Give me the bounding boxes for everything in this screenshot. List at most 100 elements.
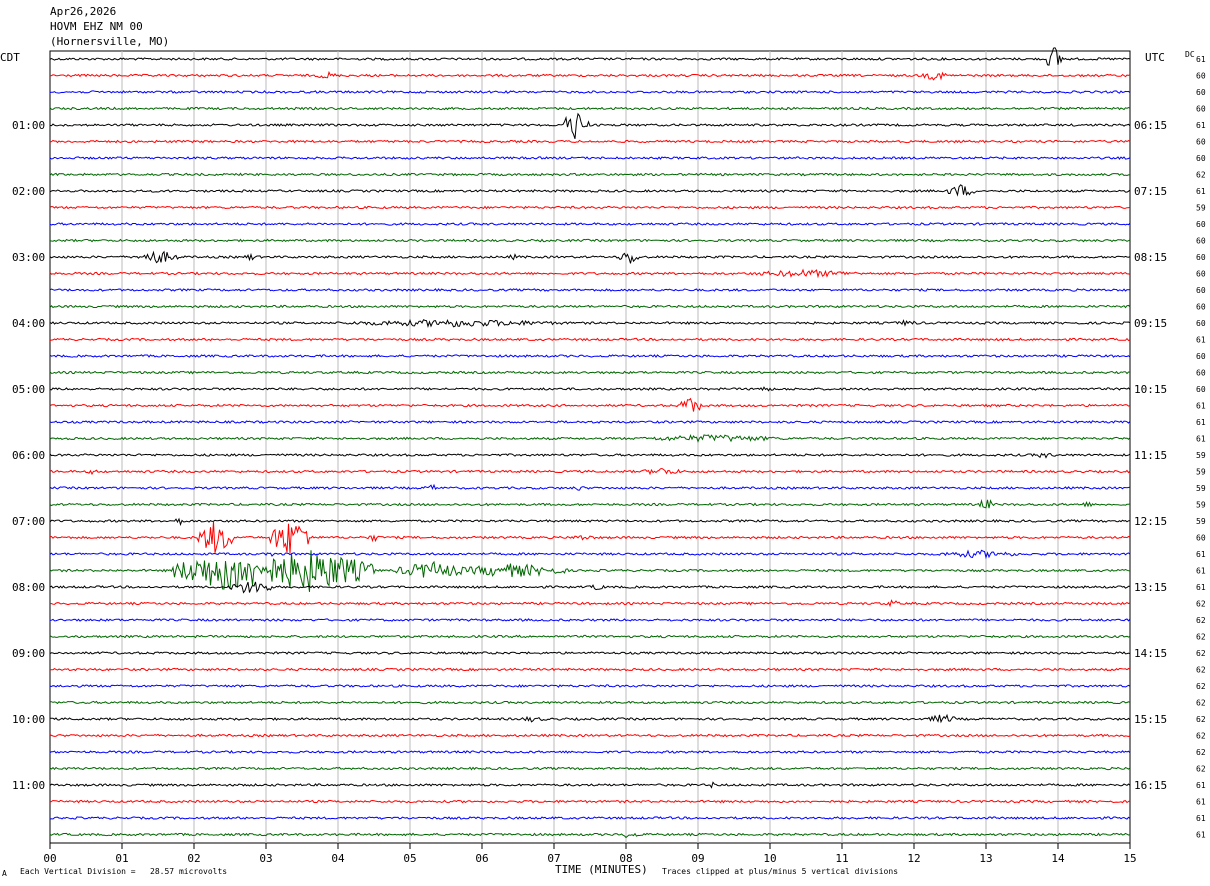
dc-value: 60: [1196, 385, 1206, 394]
x-tick-label: 15: [1123, 852, 1136, 865]
trace-line-39: [49, 700, 1131, 705]
dc-value: 60: [1196, 138, 1206, 147]
dc-value: 61: [1196, 55, 1206, 64]
right-hour-label: 15:15: [1134, 713, 1167, 726]
dc-value: 60: [1196, 220, 1206, 229]
dc-value: 61: [1196, 402, 1206, 411]
right-hour-label: 09:15: [1134, 317, 1167, 330]
trace-line-44: [49, 781, 1131, 789]
x-tick-label: 06: [475, 852, 488, 865]
dc-value: 60: [1196, 319, 1206, 328]
right-timezone-label: UTC: [1145, 51, 1165, 64]
x-tick-label: 13: [979, 852, 992, 865]
x-tick-label: 04: [331, 852, 345, 865]
x-tick-label: 09: [691, 852, 704, 865]
trace-line-14: [49, 288, 1131, 292]
dc-value: 60: [1196, 105, 1206, 114]
x-tick-label: 00: [43, 852, 56, 865]
dc-value: 62: [1196, 699, 1206, 708]
dc-value: 61: [1196, 831, 1206, 840]
left-hour-label: 02:00: [12, 185, 45, 198]
right-hour-label: 16:15: [1134, 779, 1167, 792]
dc-value: 61: [1196, 550, 1206, 559]
trace-line-34: [49, 618, 1131, 622]
dc-value: 60: [1196, 253, 1206, 262]
dc-value: 61: [1196, 121, 1206, 130]
dc-value: 60: [1196, 72, 1206, 81]
trace-line-6: [49, 156, 1131, 160]
left-hour-label: 07:00: [12, 515, 45, 528]
left-hour-label: 04:00: [12, 317, 45, 330]
dc-value: 62: [1196, 682, 1206, 691]
dc-value: 59: [1196, 501, 1206, 510]
dc-value: 62: [1196, 649, 1206, 658]
dc-value: 62: [1196, 748, 1206, 757]
x-axis-title: TIME (MINUTES): [555, 863, 648, 876]
left-hour-label: 09:00: [12, 647, 45, 660]
dc-value: 62: [1196, 715, 1206, 724]
dc-value: 60: [1196, 237, 1206, 246]
dc-value: 62: [1196, 765, 1206, 774]
trace-line-18: [49, 354, 1131, 358]
left-hour-label: 01:00: [12, 119, 45, 132]
x-tick-label: 14: [1051, 852, 1065, 865]
trace-line-21: [49, 397, 1131, 412]
dc-value: 61: [1196, 798, 1206, 807]
trace-line-32: [49, 581, 1130, 594]
dc-value: 62: [1196, 171, 1206, 180]
x-tick-label: 02: [187, 852, 200, 865]
right-hour-label: 06:15: [1134, 119, 1167, 132]
trace-line-25: [49, 467, 1131, 476]
dc-value: 61: [1196, 187, 1206, 196]
dc-header-label: DC: [1185, 50, 1195, 59]
dc-value: 61: [1196, 567, 1206, 576]
right-hour-label: 07:15: [1134, 185, 1167, 198]
x-tick-label: 01: [115, 852, 128, 865]
trace-line-12: [49, 250, 1131, 264]
trace-line-4: [49, 112, 1131, 139]
dc-value: 62: [1196, 633, 1206, 642]
left-hour-label: 11:00: [12, 779, 45, 792]
trace-line-26: [49, 483, 1131, 491]
right-hour-label: 12:15: [1134, 515, 1167, 528]
x-tick-label: 03: [259, 852, 272, 865]
left-hour-label: 08:00: [12, 581, 45, 594]
left-hour-label: 05:00: [12, 383, 45, 396]
dc-value: 62: [1196, 600, 1206, 609]
trace-line-0: [49, 47, 1131, 66]
right-hour-label: 13:15: [1134, 581, 1167, 594]
dc-value: 60: [1196, 154, 1206, 163]
left-hour-label: 06:00: [12, 449, 45, 462]
header-station: HOVM EHZ NM 00: [50, 20, 143, 33]
trace-line-46: [49, 816, 1131, 820]
right-hour-label: 10:15: [1134, 383, 1167, 396]
trace-line-35: [49, 634, 1131, 639]
dc-value: 59: [1196, 468, 1206, 477]
right-hour-label: 08:15: [1134, 251, 1167, 264]
dc-value: 61: [1196, 435, 1206, 444]
dc-value: 60: [1196, 286, 1206, 295]
trace-line-33: [49, 599, 1131, 608]
trace-line-19: [49, 370, 1130, 375]
trace-line-17: [49, 337, 1131, 342]
trace-line-40: [49, 713, 1131, 724]
trace-line-37: [50, 667, 1131, 672]
trace-line-10: [49, 222, 1131, 226]
left-hour-label: 03:00: [12, 251, 45, 264]
dc-value: 61: [1196, 336, 1206, 345]
dc-value: 59: [1196, 204, 1206, 213]
left-timezone-label: CDT: [0, 51, 20, 64]
x-tick-label: 11: [835, 852, 848, 865]
x-tick-label: 05: [403, 852, 416, 865]
dc-value: 62: [1196, 666, 1206, 675]
corner-mark: A: [2, 869, 7, 878]
dc-value: 60: [1196, 88, 1206, 97]
trace-line-9: [49, 205, 1131, 210]
right-hour-label: 11:15: [1134, 449, 1167, 462]
dc-value: 59: [1196, 451, 1206, 460]
trace-line-16: [49, 318, 1131, 329]
trace-line-15: [49, 304, 1131, 309]
left-hour-label: 10:00: [12, 713, 45, 726]
plot-frame: [49, 50, 1131, 844]
trace-line-13: [49, 268, 1131, 279]
